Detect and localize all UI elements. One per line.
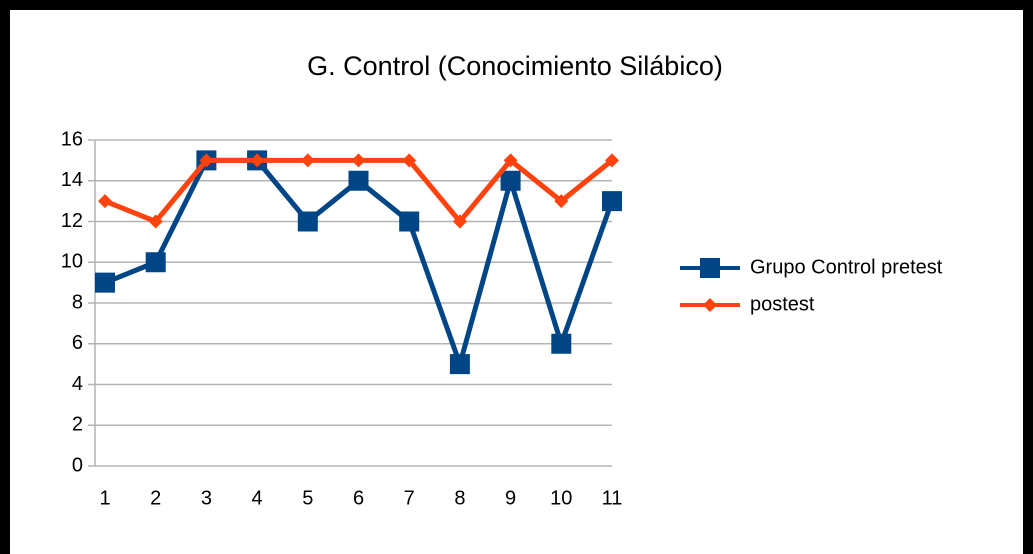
y-tick-label: 6 [72, 332, 83, 354]
point [503, 153, 518, 168]
point [551, 333, 572, 354]
y-tick-label: 14 [61, 169, 83, 191]
point [399, 211, 420, 232]
x-tick-label: 3 [201, 487, 212, 509]
x-tick-label: 4 [252, 487, 263, 509]
x-tick-label: 7 [404, 487, 415, 509]
legend-label: postest [750, 293, 815, 315]
y-tick-label: 0 [72, 454, 83, 476]
chart-title: G. Control (Conocimiento Silábico) [307, 51, 723, 81]
point [402, 153, 417, 168]
point [95, 272, 115, 293]
point [148, 214, 163, 229]
point [199, 153, 214, 168]
point [145, 252, 166, 273]
point [98, 194, 112, 209]
point [351, 153, 366, 168]
legend-marker [700, 258, 720, 278]
x-tick-label: 11 [602, 487, 623, 509]
x-tick-label: 10 [550, 487, 572, 509]
legend-marker [703, 298, 717, 312]
x-tick-label: 9 [505, 487, 516, 509]
y-tick-label: 2 [72, 414, 83, 436]
point [297, 211, 318, 232]
point [348, 170, 369, 191]
x-tick-label: 2 [150, 487, 161, 509]
point [449, 354, 470, 375]
point [605, 153, 619, 168]
y-tick-label: 12 [61, 210, 83, 232]
y-tick-label: 16 [61, 128, 83, 150]
x-tick-label: 5 [302, 487, 313, 509]
point [300, 153, 315, 168]
x-tick-label: 1 [99, 487, 110, 509]
x-tick-label: 8 [454, 487, 465, 509]
x-tick-label: 6 [353, 487, 364, 509]
y-tick-label: 4 [72, 373, 83, 395]
legend-label: Grupo Control pretest [750, 256, 943, 278]
point [602, 191, 622, 212]
y-tick-label: 8 [72, 291, 83, 313]
point [500, 170, 521, 191]
y-tick-label: 10 [61, 251, 83, 273]
point [554, 194, 569, 209]
point [452, 214, 467, 229]
point [250, 153, 265, 168]
